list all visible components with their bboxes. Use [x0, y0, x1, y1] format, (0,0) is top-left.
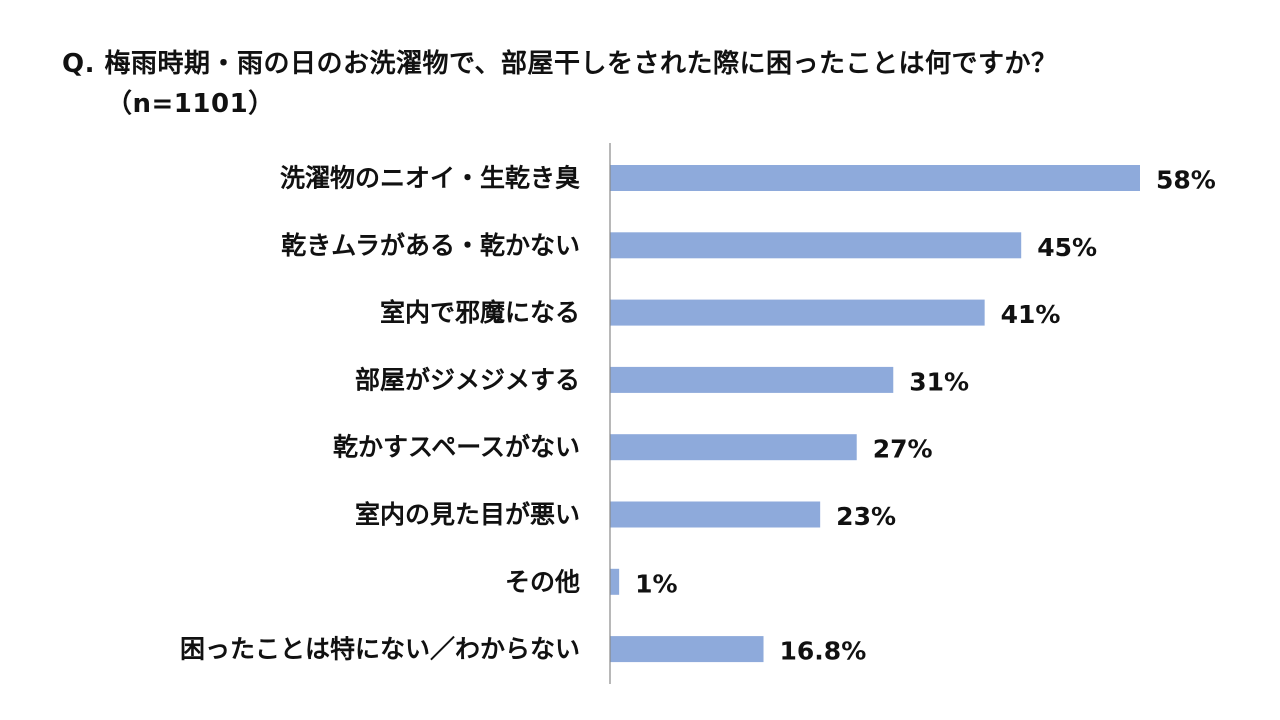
- value-label: 16.8%: [780, 637, 867, 666]
- category-label: 困ったことは特にない／わからない: [180, 635, 580, 664]
- chart-title-line-1: Q. 梅雨時期・雨の日のお洗濯物で、部屋干しをされた際に困ったことは何ですか？: [62, 49, 1058, 79]
- value-label: 41%: [1001, 300, 1061, 329]
- category-label: 洗濯物のニオイ・生乾き臭: [280, 164, 580, 193]
- category-label: 室内の見た目が悪い: [355, 500, 580, 529]
- chart-title-line-2: （n=1101）: [106, 89, 275, 119]
- category-labels: 洗濯物のニオイ・生乾き臭乾きムラがある・乾かない室内で邪魔になる部屋がジメジメす…: [180, 164, 580, 664]
- category-label: 乾きムラがある・乾かない: [281, 231, 580, 260]
- value-label: 45%: [1037, 233, 1097, 262]
- bar: [610, 366, 894, 393]
- bar: [610, 434, 857, 461]
- value-label: 31%: [909, 367, 969, 396]
- value-label: 58%: [1156, 166, 1216, 195]
- category-label: 乾かすスペースがない: [333, 433, 580, 462]
- bars-layer: [610, 165, 1140, 663]
- bar: [610, 165, 1140, 191]
- value-label: 27%: [873, 435, 933, 464]
- category-label: 部屋がジメジメする: [355, 365, 580, 394]
- value-label: 23%: [836, 502, 896, 531]
- bar: [610, 501, 821, 528]
- bar: [610, 232, 1022, 259]
- bar: [610, 299, 985, 326]
- bar: [610, 568, 620, 595]
- value-labels: 58% 45% 41% 31% 27% 23% 1% 16.8%: [635, 166, 1216, 666]
- category-label: 室内で邪魔になる: [380, 298, 580, 327]
- category-label: その他: [505, 567, 580, 596]
- chart-title: Q. 梅雨時期・雨の日のお洗濯物で、部屋干しをされた際に困ったことは何ですか？ …: [62, 44, 1252, 124]
- bar: [610, 636, 764, 663]
- value-label: 1%: [635, 569, 677, 598]
